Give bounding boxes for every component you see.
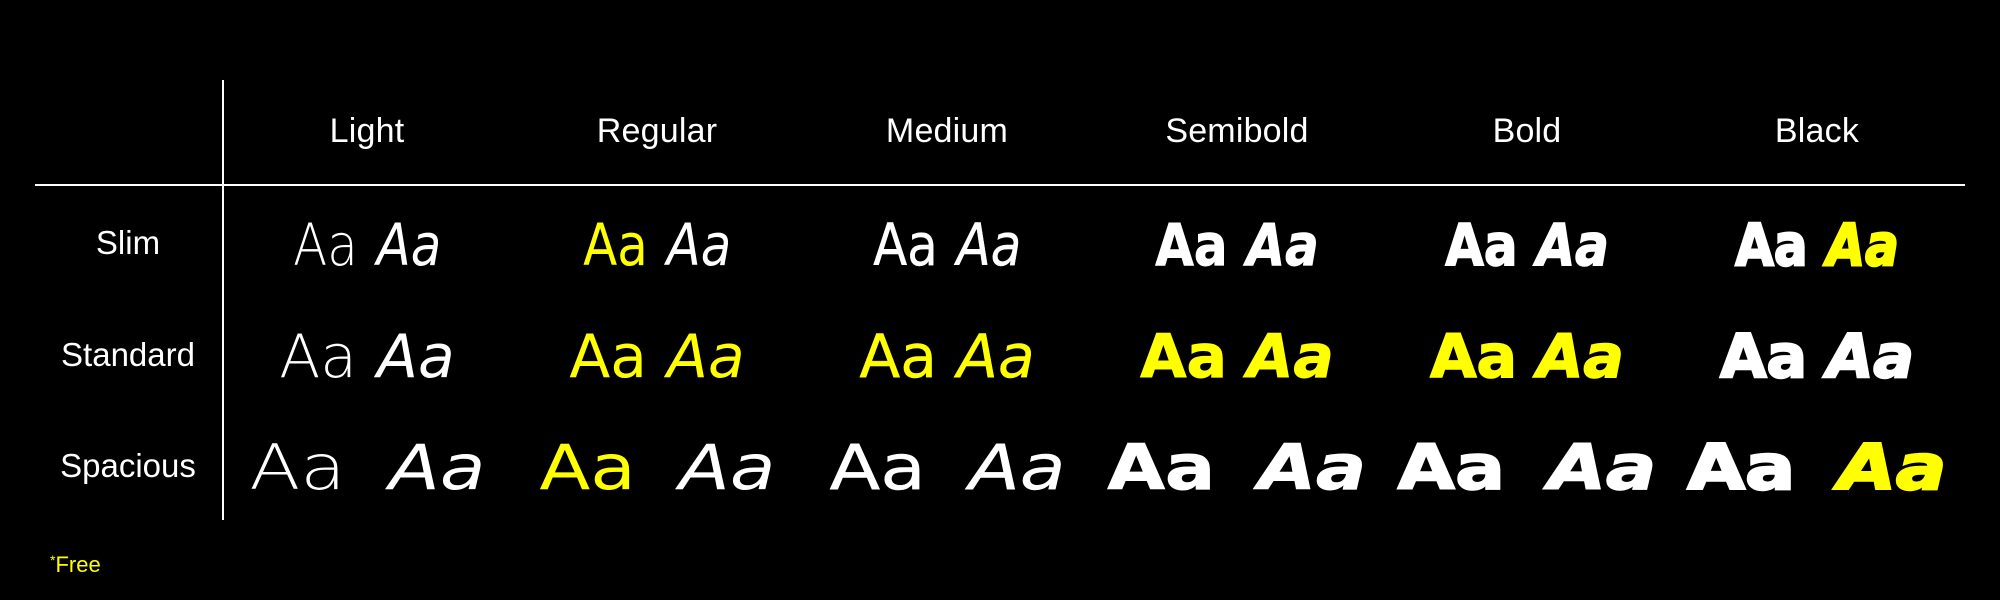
sample-cell-slim-semibold: Aa Aa: [1092, 200, 1382, 290]
sample-cell-spacious-bold: Aa Aa: [1382, 423, 1672, 513]
sample-italic: Aa: [666, 211, 732, 279]
horizontal-divider: [35, 184, 1965, 186]
sample-pair: Aa Aa: [583, 216, 731, 274]
sample-italic: Aa: [376, 211, 442, 279]
sample-upright: Aa: [859, 322, 937, 392]
sample-italic: Aa: [1548, 431, 1658, 504]
column-header-semibold: Semibold: [1165, 112, 1309, 150]
footnote-text: Free: [55, 552, 101, 577]
sample-upright: Aa: [1107, 431, 1216, 504]
sample-pair: Aa Aa: [828, 431, 1066, 504]
sample-pair: Aa Aa: [1734, 211, 1900, 279]
sample-italic: Aa: [1247, 322, 1335, 392]
sample-pair: Aa Aa: [872, 211, 1022, 279]
sample-upright: Aa: [828, 431, 926, 504]
sample-cell-spacious-medium: Aa Aa: [802, 423, 1092, 513]
sample-italic: Aa: [1246, 211, 1319, 279]
sample-pair: Aa Aa: [569, 327, 745, 387]
sample-cell-standard-regular: Aa Aa: [512, 312, 802, 402]
sample-upright: Aa: [1397, 431, 1507, 504]
sample-italic: Aa: [1826, 322, 1915, 392]
sample-pair: Aa Aa: [539, 437, 775, 499]
sample-pair: Aa Aa: [1686, 431, 1948, 504]
column-header-regular: Regular: [596, 112, 718, 150]
sample-upright: Aa: [1429, 322, 1518, 392]
sample-pair: Aa Aa: [859, 327, 1035, 387]
sample-upright: Aa: [582, 211, 648, 279]
sample-upright: Aa: [292, 211, 358, 279]
sample-upright: Aa: [1719, 322, 1808, 392]
sample-cell-slim-black: Aa Aa: [1672, 200, 1962, 290]
sample-pair: Aa Aa: [1140, 322, 1335, 392]
vertical-divider: [222, 80, 224, 520]
sample-upright: Aa: [538, 431, 636, 504]
column-header-bold: Bold: [1492, 112, 1562, 150]
sample-cell-standard-semibold: Aa Aa: [1092, 312, 1382, 402]
sample-cell-slim-light: Aa Aa: [222, 200, 512, 290]
sample-pair: Aa Aa: [1155, 211, 1319, 279]
sample-cell-slim-bold: Aa Aa: [1382, 200, 1672, 290]
sample-upright: Aa: [1140, 322, 1228, 392]
sample-italic: Aa: [1258, 431, 1367, 504]
sample-italic: Aa: [377, 322, 455, 392]
row-header-spacious: Spacious: [60, 447, 196, 484]
row-header-standard: Standard: [61, 336, 195, 373]
sample-italic: Aa: [1536, 211, 1610, 279]
sample-pair: Aa Aa: [1719, 322, 1915, 392]
column-header-black: Black: [1774, 112, 1860, 150]
sample-italic: Aa: [1837, 431, 1948, 504]
sample-pair: Aa Aa: [1429, 322, 1625, 392]
footnote: *Free: [50, 552, 101, 578]
sample-pair: Aa Aa: [279, 327, 455, 387]
column-header-light: Light: [329, 112, 405, 150]
sample-italic: Aa: [1825, 211, 1899, 279]
sample-cell-standard-bold: Aa Aa: [1382, 312, 1672, 402]
sample-upright: Aa: [1445, 211, 1519, 279]
sample-cell-standard-medium: Aa Aa: [802, 312, 1092, 402]
sample-italic: Aa: [388, 431, 486, 504]
column-header-medium: Medium: [885, 112, 1009, 150]
sample-pair: Aa Aa: [1445, 211, 1610, 279]
footnote-marker: *: [50, 552, 56, 568]
sample-upright: Aa: [1734, 211, 1808, 279]
sample-upright: Aa: [872, 211, 938, 279]
sample-cell-spacious-regular: Aa Aa: [512, 423, 802, 513]
sample-cell-standard-black: Aa Aa: [1672, 312, 1962, 402]
sample-cell-spacious-semibold: Aa Aa: [1092, 423, 1382, 513]
sample-italic: Aa: [678, 431, 776, 504]
sample-italic: Aa: [957, 322, 1035, 392]
sample-pair: Aa Aa: [1107, 431, 1367, 504]
sample-pair: Aa Aa: [249, 437, 485, 499]
sample-upright: Aa: [1686, 431, 1797, 504]
sample-upright: Aa: [1155, 211, 1228, 279]
sample-italic: Aa: [1536, 322, 1625, 392]
sample-italic: Aa: [956, 211, 1022, 279]
sample-cell-slim-regular: Aa Aa: [512, 200, 802, 290]
row-header-slim: Slim: [95, 224, 161, 261]
sample-italic: Aa: [667, 322, 745, 392]
sample-cell-slim-medium: Aa Aa: [802, 200, 1092, 290]
sample-upright: Aa: [279, 322, 357, 392]
sample-upright: Aa: [248, 431, 346, 504]
sample-pair: Aa Aa: [1397, 431, 1658, 504]
sample-upright: Aa: [569, 322, 647, 392]
sample-italic: Aa: [968, 431, 1066, 504]
sample-cell-spacious-black: Aa Aa: [1672, 423, 1962, 513]
sample-cell-standard-light: Aa Aa: [222, 312, 512, 402]
sample-pair: Aa Aa: [293, 216, 441, 274]
sample-cell-spacious-light: Aa Aa: [222, 423, 512, 513]
